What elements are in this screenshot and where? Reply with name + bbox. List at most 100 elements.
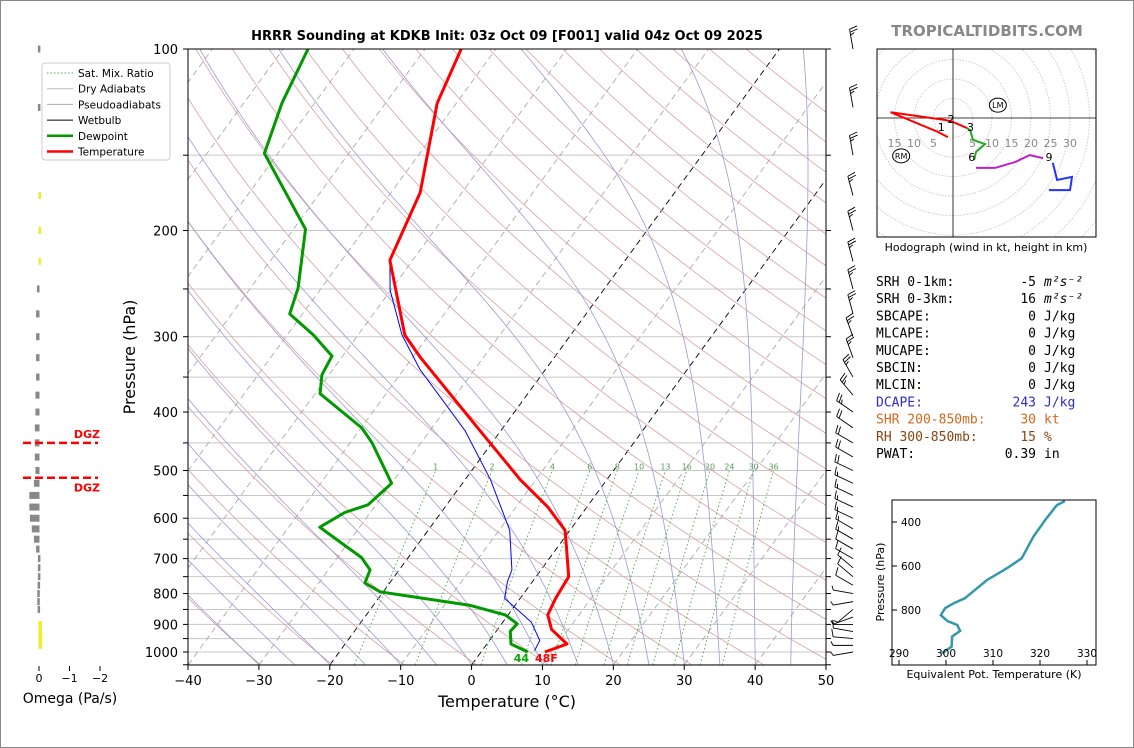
dry-adiabat-line	[525, 49, 826, 299]
wind-barb-staff	[835, 518, 854, 530]
isotherm-line	[542, 275, 826, 665]
wind-barb-feather	[837, 455, 840, 464]
wind-barb-staff	[847, 241, 854, 262]
mixing-ratio-label: 2	[489, 462, 494, 471]
wind-barb-feather	[836, 392, 840, 401]
stat-label: SHR 200-850mb:	[876, 413, 986, 428]
temperature-line	[388, 49, 571, 654]
omega-bar	[37, 605, 41, 613]
y-tick-label: 700	[153, 553, 178, 568]
isotherm-line	[188, 49, 426, 375]
dry-adiabat-line	[188, 344, 549, 665]
stat-value: 0	[1028, 327, 1036, 342]
wind-barb	[835, 510, 854, 530]
wind-barb-feather	[835, 567, 839, 576]
y-tick-label: 600	[153, 512, 178, 527]
skewt-background	[188, 49, 826, 665]
dry-adiabat-line	[489, 49, 826, 332]
wind-barb	[847, 290, 857, 315]
legend-box	[41, 62, 171, 161]
theta-e-x-tick-label: 290	[889, 648, 909, 660]
wind-barb-feather	[838, 410, 843, 419]
theta-e-x-tick-label: 300	[936, 648, 956, 660]
wind-barb-feather	[841, 375, 848, 383]
wind-barb-feather	[830, 641, 834, 646]
pseudoadiabat-line	[188, 220, 543, 665]
wind-barb-feather	[849, 131, 858, 136]
omega-bar	[38, 641, 42, 649]
wind-barb-staff	[835, 528, 854, 540]
storm-motion-label: RM	[895, 152, 908, 161]
pseudoadiabat-line	[680, 49, 756, 665]
omega-bar	[38, 227, 42, 235]
y-tick-label: 300	[153, 331, 178, 346]
x-tick-label: −30	[245, 674, 272, 689]
hodograph-frame	[876, 48, 1097, 238]
omega-bar	[31, 525, 40, 533]
dry-adiabat-line	[232, 49, 826, 581]
omega-bar	[35, 408, 40, 416]
wind-barb-feather	[834, 466, 837, 475]
wind-barb-feather	[847, 237, 856, 243]
hodograph-ring-label: 25	[1044, 137, 1058, 150]
stat-value: 243	[1013, 395, 1036, 410]
wind-barb-staff	[835, 432, 854, 444]
hodograph-title: Hodograph (wind in kt, height in km)	[885, 241, 1088, 254]
stat-row: SRH 0-1km: -5 m²s⁻²	[876, 275, 1083, 290]
stat-unit: J/kg	[1044, 395, 1075, 410]
omega-x-tick-label: −2	[92, 672, 108, 685]
stat-label: RH 300-850mb:	[876, 430, 978, 445]
y-axis-label: Pressure (hPa)	[120, 300, 139, 415]
skewt-plot: 1 2 4 6 8 10 13 16 20 24 30 36−40 −30 −20 −10 0 10 20 30 40…	[41, 25, 858, 689]
mixing-ratio-label: 24	[724, 462, 734, 471]
wind-barb	[849, 25, 858, 50]
mixing-ratio-line	[521, 470, 591, 665]
wind-barb-feather	[849, 272, 854, 276]
y-tick-label: 200	[153, 225, 178, 240]
wind-barb-feather	[846, 336, 855, 343]
mixing-ratio-line	[603, 470, 666, 665]
wind-barb-staff	[837, 563, 854, 578]
wind-barb-staff	[847, 211, 854, 231]
wind-barb	[849, 131, 858, 156]
wind-barb-feather	[848, 174, 857, 180]
wind-barb	[830, 601, 854, 606]
theta-e-ylabel: Pressure (hPa)	[874, 543, 887, 622]
wind-barb-staff	[849, 29, 854, 50]
dry-adiabat-line	[188, 220, 693, 665]
dry-adiabat-line	[188, 406, 477, 665]
wind-barb-staff	[833, 627, 854, 633]
wind-barb-feather	[831, 585, 834, 591]
omega-bar	[34, 424, 40, 432]
mixing-ratio-label: 1	[433, 462, 438, 471]
wind-barb	[847, 237, 857, 262]
wind-barb-staff	[837, 554, 854, 569]
wind-barb	[830, 651, 854, 656]
wind-barb-feather	[847, 340, 852, 345]
hodograph-segment	[1048, 162, 1074, 192]
mixing-ratio-label: 6	[587, 462, 592, 471]
wind-barb	[847, 265, 857, 290]
omega-bar	[33, 535, 40, 543]
stat-unit: m²s⁻²	[1043, 292, 1083, 307]
pseudoadiabat-line	[188, 443, 402, 665]
dry-adiabat-line	[188, 597, 261, 665]
pseudoadiabat-line	[790, 49, 809, 665]
wind-barb-feather	[849, 25, 858, 30]
hodograph-height-label: 3	[967, 121, 974, 134]
stat-row: MLCIN: 0 J/kg	[876, 378, 1075, 393]
wind-barb-feather	[845, 333, 854, 340]
mixing-ratio-line	[480, 470, 553, 665]
hodograph-ring-label: 15	[888, 137, 902, 150]
omega-bar	[37, 590, 40, 598]
wind-barb	[849, 83, 858, 108]
theta-e-y-tick-label: 800	[901, 605, 921, 617]
wind-barb-feather	[837, 440, 841, 449]
pseudoadiabat-line	[188, 484, 366, 665]
stat-row: SBCAPE: 0 J/kg	[876, 309, 1075, 324]
pseudoadiabat-line	[520, 49, 721, 665]
theta-e-frame	[891, 499, 1097, 666]
pseudoadiabat-line	[188, 398, 437, 665]
stat-unit: J/kg	[1044, 344, 1075, 359]
stat-value: 0	[1028, 361, 1036, 376]
